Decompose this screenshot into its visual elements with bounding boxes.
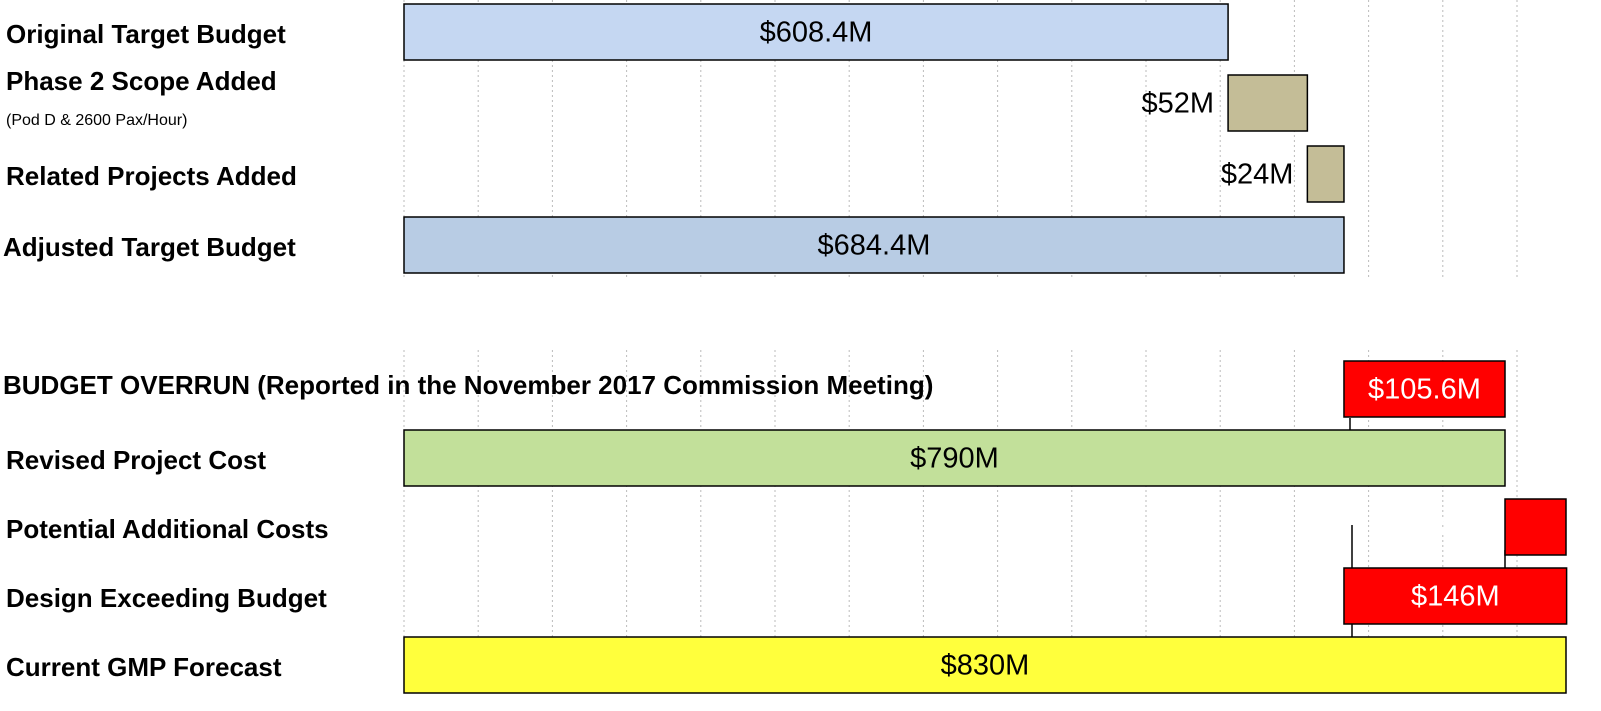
- bar: [403, 429, 1506, 487]
- value-label: $684.4M: [818, 230, 931, 262]
- category-label: Original Target Budget: [6, 19, 286, 49]
- value-label: $24M: [1221, 159, 1294, 191]
- category-label: Revised Project Cost: [6, 445, 266, 475]
- category-label: Design Exceeding Budget: [6, 583, 327, 613]
- category-label: Phase 2 Scope Added: [6, 66, 277, 96]
- value-label: $790M: [910, 443, 999, 475]
- category-label: Current GMP Forecast: [6, 652, 282, 682]
- bar: [1227, 74, 1309, 132]
- bar: [403, 636, 1567, 694]
- value-label: $608.4M: [760, 17, 873, 49]
- category-label: Related Projects Added: [6, 161, 297, 191]
- category-note: (Pod D & 2600 Pax/Hour): [6, 112, 187, 129]
- bar: [1504, 498, 1567, 556]
- value-label: $830M: [941, 650, 1030, 682]
- value-label: $105.6M: [1368, 374, 1481, 406]
- category-label: BUDGET OVERRUN (Reported in the November…: [3, 370, 933, 400]
- bar: [403, 3, 1229, 61]
- category-label: Adjusted Target Budget: [3, 232, 296, 262]
- bar: [1343, 360, 1506, 418]
- value-label: $40M: [1418, 512, 1491, 544]
- bar: [403, 216, 1345, 274]
- bar: [1343, 567, 1568, 625]
- value-label: $146M: [1411, 581, 1500, 613]
- bar: [1306, 145, 1345, 203]
- category-label: Potential Additional Costs: [6, 514, 329, 544]
- value-label: $52M: [1142, 88, 1215, 120]
